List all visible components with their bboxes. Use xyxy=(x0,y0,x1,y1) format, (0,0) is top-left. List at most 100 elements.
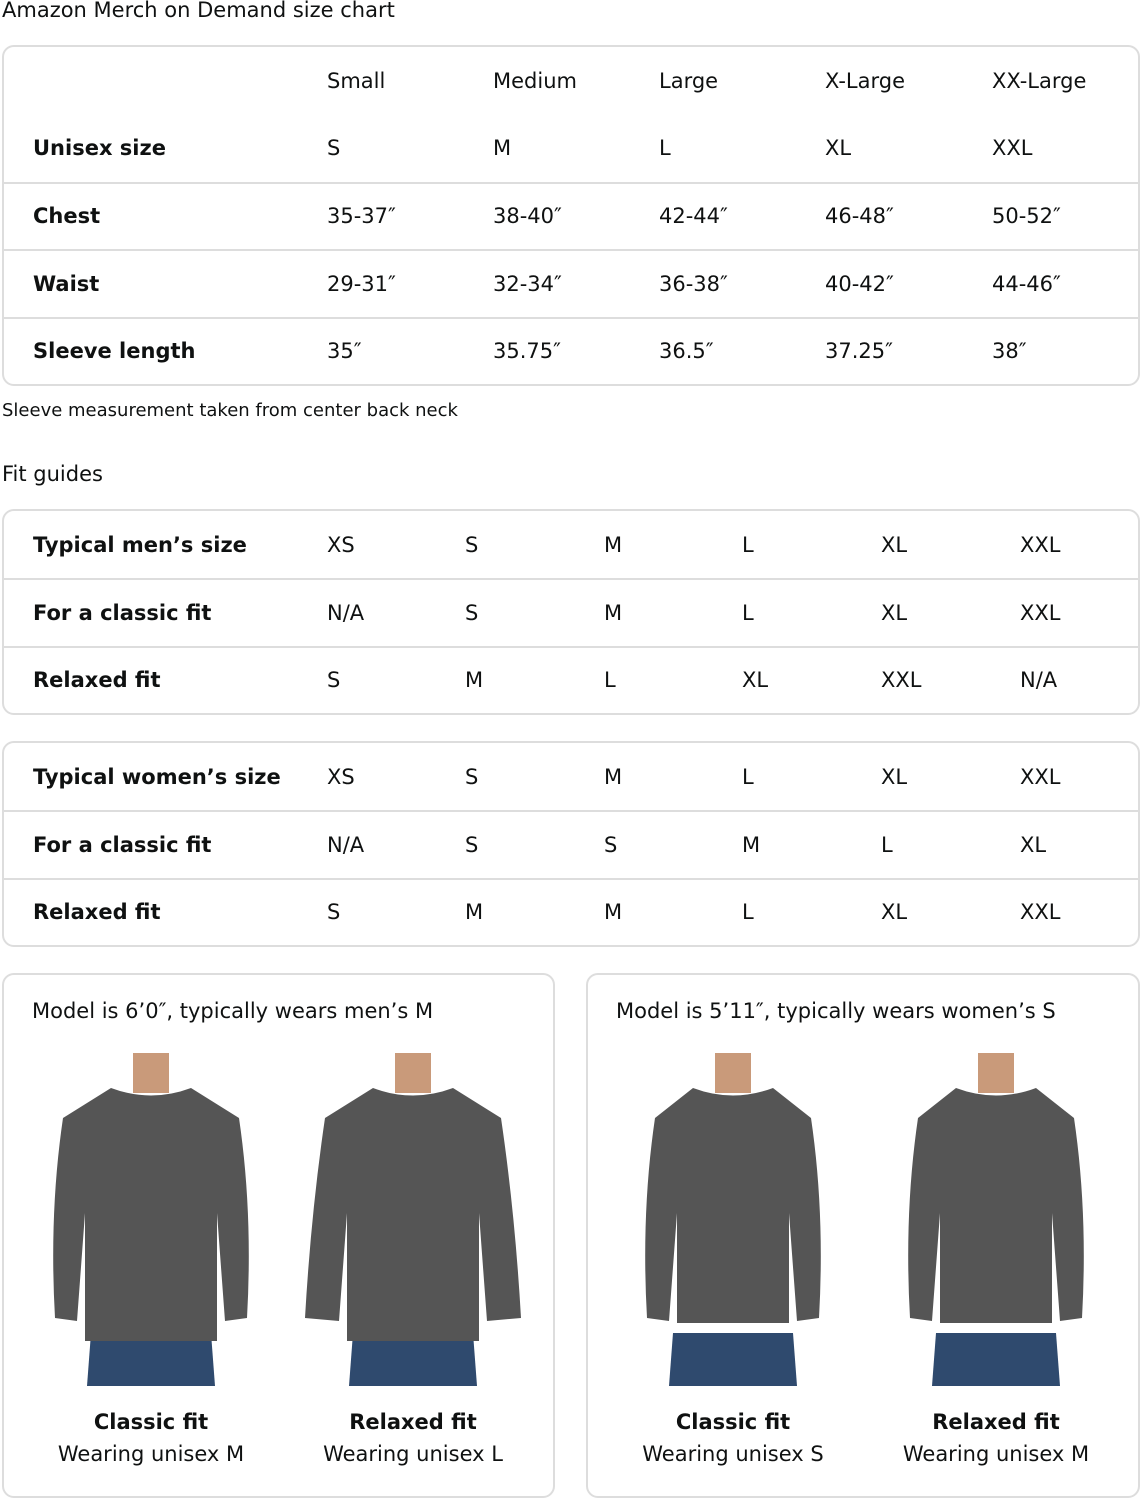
wearing-caption: Wearing unisex M xyxy=(57,1442,245,1466)
fit-caption: Relaxed fit xyxy=(932,1410,1060,1434)
table-cell: XXL xyxy=(881,668,922,693)
table-cell: S xyxy=(465,833,479,858)
table-cell: 50-52″ xyxy=(992,204,1061,229)
card-heading: Model is 6’0″, typically wears men’s M xyxy=(32,999,434,1023)
sweatshirt xyxy=(53,1088,249,1341)
table-cell: S xyxy=(327,668,341,693)
table-cell: L xyxy=(742,601,754,626)
sweatshirt-photo xyxy=(908,1053,1084,1386)
sweatshirt-photo xyxy=(645,1053,821,1386)
table-cell: XL xyxy=(881,900,908,925)
column-header: X-Large xyxy=(825,68,906,93)
jeans xyxy=(87,1333,215,1386)
model-figure: Relaxed fit Wearing unisex M xyxy=(871,1053,1121,1466)
table-cell: M xyxy=(604,532,623,557)
table-cell: 35.75″ xyxy=(493,339,561,364)
table-cell: M xyxy=(742,833,761,858)
column-header: Large xyxy=(659,68,719,93)
neck xyxy=(978,1053,1014,1093)
table-cell: XL xyxy=(825,136,852,161)
page-title: Amazon Merch on Demand size chart xyxy=(2,0,395,22)
jeans xyxy=(932,1333,1060,1386)
table-cell: 36-38″ xyxy=(659,271,728,296)
table-row: Unisex size S M L XL XXL xyxy=(4,114,1138,181)
table-cell: M xyxy=(465,668,484,693)
column-header: Medium xyxy=(493,68,577,93)
table-cell: 38″ xyxy=(992,339,1027,364)
table-cell: L xyxy=(659,136,671,161)
table-cell: XL xyxy=(1020,833,1047,858)
table-cell: 37.25″ xyxy=(825,339,893,364)
model-figure: Relaxed fit Wearing unisex L xyxy=(288,1053,538,1466)
row-label: Sleeve length xyxy=(33,339,196,364)
sleeve-note: Sleeve measurement taken from center bac… xyxy=(2,400,458,421)
table-cell: 44-46″ xyxy=(992,271,1061,296)
table-cell: S xyxy=(604,833,618,858)
table-cell: XL xyxy=(742,668,769,693)
table-cell: M xyxy=(465,900,484,925)
row-label: For a classic fit xyxy=(33,601,212,626)
mens-model-card: Model is 6’0″, typically wears men’s M C… xyxy=(2,973,555,1498)
table-row: Typical women’s size XS S M L XL XXL xyxy=(4,743,1138,810)
row-label: Waist xyxy=(33,271,100,296)
table-row: For a classic fit N/A S M L XL XXL xyxy=(4,578,1138,645)
table-cell: N/A xyxy=(327,833,365,858)
card-heading: Model is 5’11″, typically wears women’s … xyxy=(616,999,1056,1023)
womens-fit-table: Typical women’s size XS S M L XL XXL For a clas… xyxy=(2,741,1140,948)
table-cell: 38-40″ xyxy=(493,204,562,229)
column-header: XX-Large xyxy=(992,68,1087,93)
table-cell: N/A xyxy=(1020,668,1058,693)
table-cell: XL xyxy=(881,601,908,626)
row-label: Chest xyxy=(33,204,101,229)
table-cell: N/A xyxy=(327,601,365,626)
row-label: Relaxed fit xyxy=(33,668,161,693)
table-cell: 36.5″ xyxy=(659,339,714,364)
table-row: Chest 35-37″ 38-40″ 42-44″ 46-48″ 50-52″ xyxy=(4,181,1138,249)
fit-caption: Classic fit xyxy=(93,1410,209,1434)
table-cell: S xyxy=(327,900,341,925)
size-chart-table: Small Medium Large X-Large XX-Large Unis… xyxy=(2,45,1140,386)
row-label: Typical men’s size xyxy=(33,532,247,557)
table-cell: XXL xyxy=(1020,532,1061,557)
table-cell: L xyxy=(742,532,754,557)
table-cell: XXL xyxy=(1020,900,1061,925)
table-cell: XXL xyxy=(1020,764,1061,789)
table-cell: 32-34″ xyxy=(493,271,562,296)
sweatshirt xyxy=(305,1088,521,1341)
table-row: Typical men’s size XS S M L XL XXL xyxy=(4,511,1138,578)
table-cell: XS xyxy=(327,764,355,789)
sweatshirt xyxy=(908,1088,1084,1323)
wearing-caption: Wearing unisex S xyxy=(642,1442,824,1466)
table-cell: XS xyxy=(327,532,355,557)
table-cell: L xyxy=(742,764,754,789)
table-cell: XXL xyxy=(1020,601,1061,626)
wearing-caption: Wearing unisex L xyxy=(323,1442,503,1466)
table-cell: 29-31″ xyxy=(327,271,396,296)
table-cell: M xyxy=(604,601,623,626)
table-cell: L xyxy=(604,668,616,693)
row-label: Relaxed fit xyxy=(33,900,161,925)
column-header: Small xyxy=(327,68,386,93)
table-row: For a classic fit N/A S S M L XL xyxy=(4,810,1138,877)
table-cell: S xyxy=(327,136,341,161)
table-cell: XXL xyxy=(992,136,1033,161)
sweatshirt-photo xyxy=(53,1053,249,1386)
table-row: Sleeve length 35″ 35.75″ 36.5″ 37.25″ 38″ xyxy=(4,316,1138,384)
row-label: For a classic fit xyxy=(33,833,212,858)
wearing-caption: Wearing unisex M xyxy=(902,1442,1090,1466)
model-figure: Classic fit Wearing unisex S xyxy=(608,1053,858,1466)
table-cell: 40-42″ xyxy=(825,271,894,296)
table-cell: L xyxy=(742,900,754,925)
table-cell: M xyxy=(493,136,512,161)
table-cell: 35″ xyxy=(327,339,362,364)
neck xyxy=(133,1053,169,1093)
table-cell: 35-37″ xyxy=(327,204,396,229)
table-cell: L xyxy=(881,833,893,858)
mens-fit-table: Typical men’s size XS S M L XL XXL For a classi… xyxy=(2,509,1140,716)
table-cell: 46-48″ xyxy=(825,204,894,229)
fit-caption: Relaxed fit xyxy=(349,1410,477,1434)
table-cell: S xyxy=(465,764,479,789)
table-row: Relaxed fit S M M L XL XXL xyxy=(4,877,1138,945)
neck xyxy=(715,1053,751,1093)
sweatshirt-photo xyxy=(305,1053,521,1386)
